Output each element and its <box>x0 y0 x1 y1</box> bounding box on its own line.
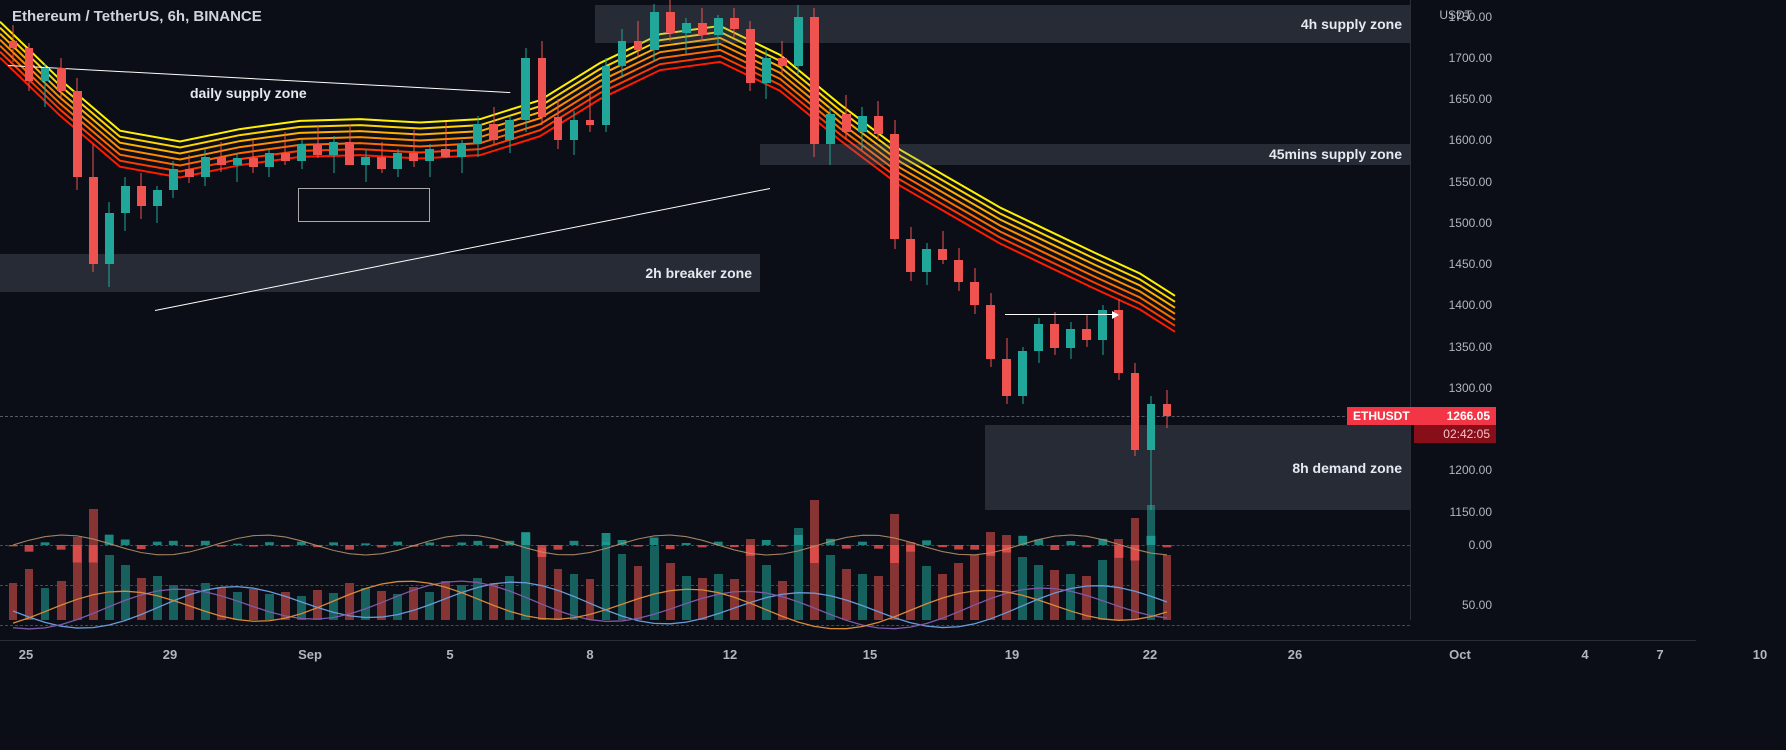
y-tick: 1450.00 <box>1449 257 1492 271</box>
time-axis: 2529Sep581215192226Oct4710 <box>0 640 1696 670</box>
main-chart[interactable]: Ethereum / TetherUS, 6h, BINANCE 4h supp… <box>0 0 1410 620</box>
price-axis: USDT 1750.001700.001650.001600.001550.00… <box>1410 0 1500 620</box>
x-tick: 12 <box>723 647 737 662</box>
y-tick: 1400.00 <box>1449 298 1492 312</box>
y-tick: 1300.00 <box>1449 381 1492 395</box>
osc2-mid-label: 50.00 <box>1462 598 1492 612</box>
x-tick: 8 <box>586 647 593 662</box>
x-tick: 25 <box>19 647 33 662</box>
x-tick: 19 <box>1005 647 1019 662</box>
x-tick: 7 <box>1656 647 1663 662</box>
chart-title: Ethereum / TetherUS, 6h, BINANCE <box>12 8 262 25</box>
y-tick: 1600.00 <box>1449 133 1492 147</box>
y-tick: 1750.00 <box>1449 10 1492 24</box>
y-tick: 1150.00 <box>1450 505 1493 519</box>
y-tick: 1700.00 <box>1449 51 1492 65</box>
current-price-badge: 1266.05 <box>1414 407 1496 425</box>
y-tick: 1200.00 <box>1449 463 1492 477</box>
y-tick: 1550.00 <box>1449 175 1492 189</box>
x-tick: 26 <box>1288 647 1302 662</box>
x-tick: Sep <box>298 647 322 662</box>
arrow <box>1005 314 1113 315</box>
candlestick-series <box>0 0 1410 620</box>
x-tick: 15 <box>863 647 877 662</box>
x-tick: 5 <box>446 647 453 662</box>
current-symbol-badge: ETHUSDT <box>1347 407 1416 425</box>
y-tick: 1350.00 <box>1449 340 1492 354</box>
osc1-zero-label: 0.00 <box>1469 538 1492 552</box>
y-tick: 1500.00 <box>1449 216 1492 230</box>
x-tick: 10 <box>1753 647 1767 662</box>
x-tick: Oct <box>1449 647 1471 662</box>
x-tick: 22 <box>1143 647 1157 662</box>
y-tick: 1650.00 <box>1449 92 1492 106</box>
x-tick: 29 <box>163 647 177 662</box>
x-tick: 4 <box>1581 647 1588 662</box>
countdown-badge: 02:42:05 <box>1414 425 1496 443</box>
